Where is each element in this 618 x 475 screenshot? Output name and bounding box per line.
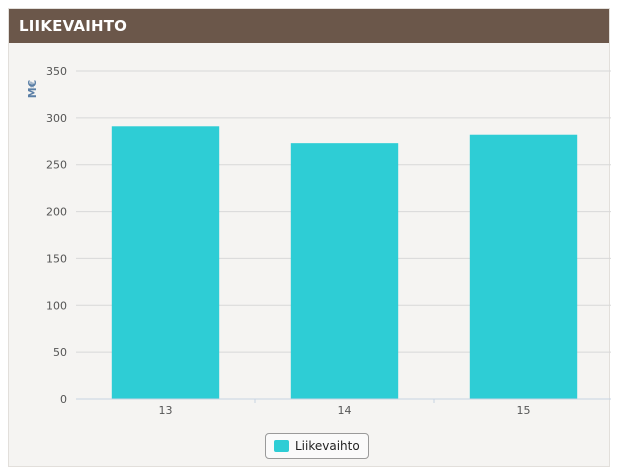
bar-13[interactable] xyxy=(111,126,220,399)
bar-14[interactable] xyxy=(290,143,399,399)
y-axis-unit-label: M€ xyxy=(26,80,39,99)
y-tick-label: 200 xyxy=(46,206,67,219)
chart-widget: LIIKEVAIHTO M€ 0 50 100 150 200 250 300 350 13 14… xyxy=(8,8,611,467)
x-tick-label-15: 15 xyxy=(517,404,531,417)
legend-label-liikevaihto: Liikevaihto xyxy=(295,439,360,453)
x-tick-label-13: 13 xyxy=(159,404,173,417)
y-tick-label: 300 xyxy=(46,112,67,125)
bar-15[interactable] xyxy=(469,134,578,399)
y-tick-label: 100 xyxy=(46,299,67,312)
bar-chart: M€ 0 50 100 150 200 250 300 350 13 14 15 xyxy=(26,65,611,417)
y-tick-label: 250 xyxy=(46,159,67,172)
legend[interactable]: Liikevaihto xyxy=(265,433,369,459)
y-tick-label: 150 xyxy=(46,252,67,265)
y-tick-label: 350 xyxy=(46,65,67,78)
legend-swatch xyxy=(274,440,289,452)
widget-title: LIIKEVAIHTO xyxy=(19,17,128,35)
x-tick-label-14: 14 xyxy=(338,404,352,417)
y-tick-label: 0 xyxy=(60,393,67,406)
widget-header: LIIKEVAIHTO xyxy=(9,9,609,43)
y-tick-label: 50 xyxy=(53,346,67,359)
